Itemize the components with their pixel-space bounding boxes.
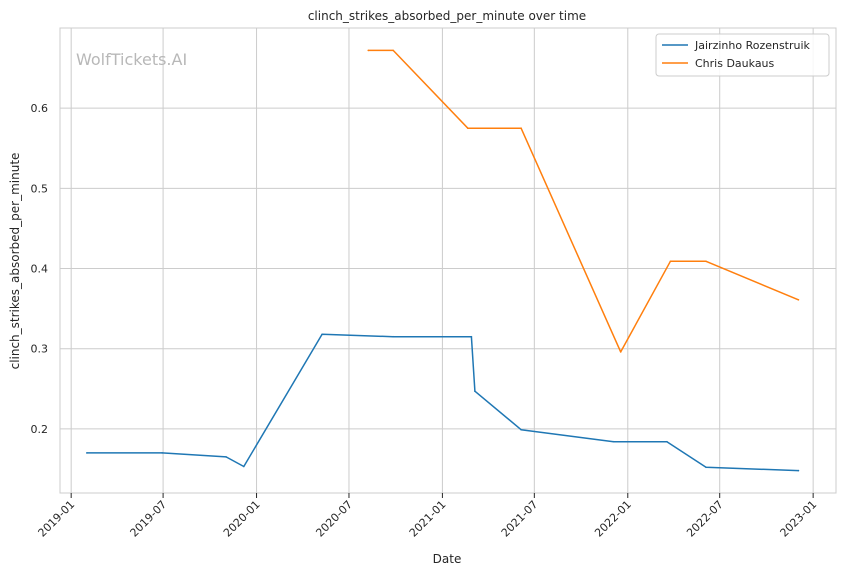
data-point-chris-daukaus [797, 299, 800, 301]
series-lines [86, 49, 800, 472]
data-point-jairzinho-rozenstruik [612, 440, 615, 443]
data-point-chris-daukaus [520, 127, 522, 129]
data-point-chris-daukaus [392, 49, 395, 52]
data-point-jairzinho-rozenstruik [321, 333, 323, 336]
y-tick-label: 0.2 [31, 423, 49, 436]
data-point-jairzinho-rozenstruik [705, 466, 707, 469]
y-tick-label: 0.4 [31, 263, 49, 276]
legend-label-chris-daukaus: Chris Daukaus [695, 57, 775, 70]
series-line-chris-daukaus [367, 49, 800, 353]
data-point-chris-daukaus [705, 260, 707, 263]
data-point-chris-daukaus [367, 49, 370, 52]
chart-title: clinch_strikes_absorbed_per_minute over … [308, 9, 586, 23]
x-axis-label: Date [433, 552, 462, 566]
data-point-jairzinho-rozenstruik [470, 335, 473, 338]
data-point-jairzinho-rozenstruik [520, 428, 522, 431]
legend-box [655, 33, 830, 77]
y-axis: 0.2 0.3 0.4 0.5 0.6 [31, 102, 49, 436]
legend-label-jairzinho-rozenstruik: Jairzinho Rozenstruik [694, 39, 811, 52]
data-point-jairzinho-rozenstruik [797, 469, 800, 472]
data-point-chris-daukaus [669, 260, 672, 263]
y-tick-label: 0.3 [31, 343, 49, 356]
data-point-jairzinho-rozenstruik [666, 440, 668, 443]
data-point-chris-daukaus [467, 127, 469, 129]
legend: Jairzinho Rozenstruik Chris Daukaus [655, 33, 830, 77]
plot-area-frame [59, 27, 837, 494]
data-point-jairzinho-rozenstruik [225, 456, 227, 458]
y-tick-label: 0.5 [31, 182, 49, 195]
data-point-jairzinho-rozenstruik [161, 452, 163, 454]
y-tick-label: 0.6 [31, 102, 49, 115]
watermark: WolfTickets.AI [76, 50, 187, 69]
data-point-jairzinho-rozenstruik [392, 335, 395, 338]
data-point-jairzinho-rozenstruik [243, 465, 245, 468]
data-point-jairzinho-rozenstruik [86, 452, 88, 454]
data-point-chris-daukaus [619, 351, 622, 353]
y-axis-label: clinch_strikes_absorbed_per_minute [8, 153, 22, 370]
data-point-jairzinho-rozenstruik [474, 390, 476, 393]
